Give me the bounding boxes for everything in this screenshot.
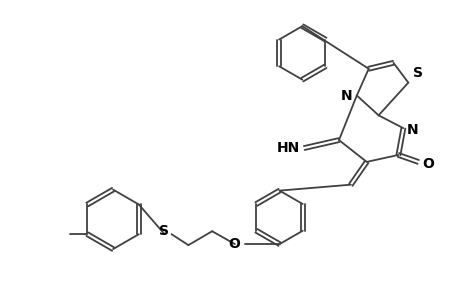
Text: S: S xyxy=(158,224,168,238)
Text: HN: HN xyxy=(276,141,300,155)
Text: O: O xyxy=(228,237,240,251)
Text: O: O xyxy=(421,157,433,171)
Text: N: N xyxy=(341,89,352,103)
Text: N: N xyxy=(405,123,417,137)
Text: S: S xyxy=(412,66,422,80)
